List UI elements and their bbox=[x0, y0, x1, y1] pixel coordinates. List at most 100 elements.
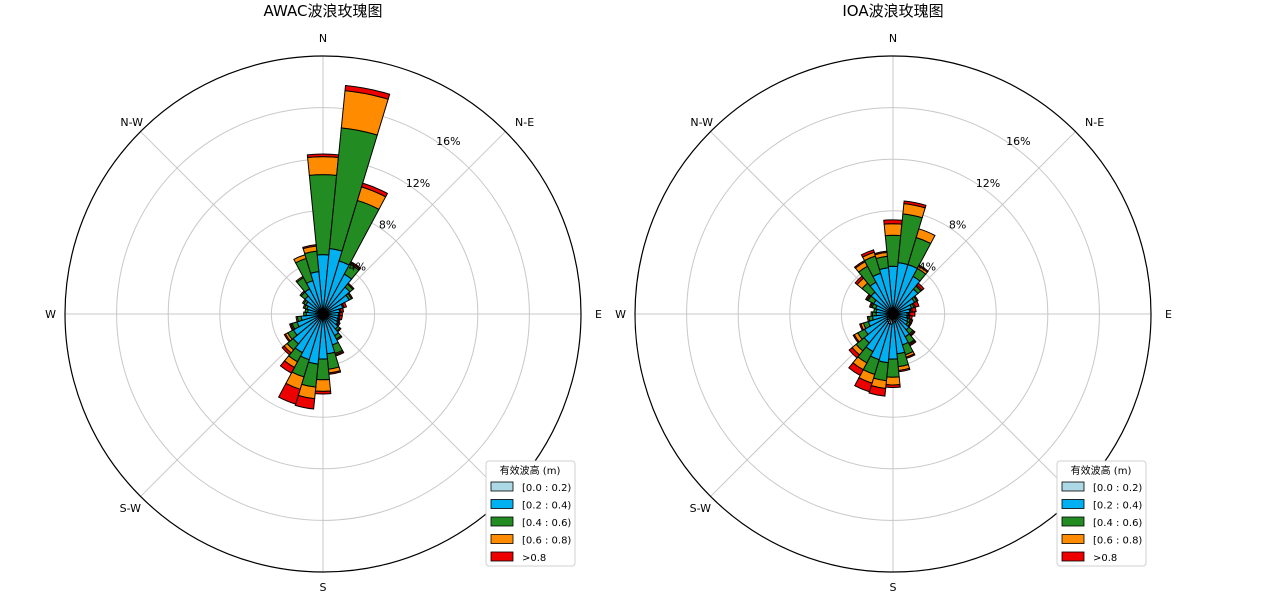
rose-bar-segment bbox=[883, 219, 903, 225]
radial-tick-label: 4% bbox=[349, 260, 366, 273]
legend-swatch bbox=[490, 481, 514, 492]
grid-spoke bbox=[892, 313, 1076, 497]
legend-item-label: >0.8 bbox=[522, 553, 546, 564]
compass-label: N-W bbox=[120, 116, 143, 129]
rose-bar-segment bbox=[912, 300, 920, 308]
rose-bar-segment bbox=[360, 182, 389, 198]
rose-bar-segment bbox=[294, 394, 316, 410]
rose-bar-segment bbox=[314, 390, 332, 395]
rose-bar-segment bbox=[289, 323, 295, 332]
legend-swatch bbox=[1061, 499, 1085, 509]
compass-label: S bbox=[890, 581, 897, 594]
rose-bar-segment bbox=[870, 311, 874, 317]
compass-label: S bbox=[320, 581, 327, 594]
rose-bar-segment bbox=[341, 301, 348, 309]
compass-label: S-W bbox=[120, 502, 142, 515]
rose-bar-segment bbox=[913, 295, 919, 302]
compass-label: W bbox=[615, 308, 626, 321]
legend-swatch bbox=[490, 534, 514, 544]
legend-item-label: [0.2 : 0.4) bbox=[522, 501, 571, 512]
rose-bar-segment bbox=[277, 382, 301, 405]
legend-item-label: [0.6 : 0.8) bbox=[1093, 536, 1142, 547]
rose-bar-segment bbox=[885, 376, 901, 386]
rose-bar-segment bbox=[344, 84, 391, 100]
legend-swatch bbox=[490, 551, 514, 562]
legend-item-label: [0.0 : 0.2) bbox=[522, 483, 571, 494]
rose-bars bbox=[848, 200, 936, 397]
rose-bar-segment bbox=[915, 228, 936, 245]
outer-ring bbox=[64, 55, 582, 573]
rose-bar-segment bbox=[302, 244, 317, 250]
rose-bar-segment bbox=[860, 249, 875, 258]
legend-swatch bbox=[490, 516, 514, 527]
rose-bar-segment bbox=[347, 292, 354, 300]
radial-tick-label: 16% bbox=[1006, 135, 1030, 148]
legend-item-label: [0.0 : 0.2) bbox=[1093, 483, 1142, 494]
outer-ring bbox=[634, 55, 1152, 573]
legend-item-label: [0.6 : 0.8) bbox=[522, 536, 571, 547]
compass-label: S-W bbox=[690, 502, 712, 515]
legend-item-label: [0.4 : 0.6) bbox=[1093, 518, 1142, 529]
compass-label: N bbox=[889, 32, 897, 45]
compass-label: N-W bbox=[690, 116, 713, 129]
legend-swatch bbox=[1061, 534, 1085, 544]
rose-bar-segment bbox=[903, 200, 927, 209]
legend-swatch bbox=[1061, 516, 1085, 527]
rose-bar-segment bbox=[852, 333, 860, 344]
rose-bar-segment bbox=[306, 153, 340, 158]
rose-bar-segment bbox=[874, 250, 888, 256]
radial-tick-label: 4% bbox=[919, 260, 936, 273]
grid-spoke bbox=[322, 313, 506, 497]
rose-bar-segment bbox=[859, 323, 865, 332]
rose-bar-segment bbox=[883, 223, 903, 237]
chart-title: IOA波浪玫瑰图 bbox=[842, 2, 943, 20]
grid-spoke bbox=[140, 131, 324, 315]
radial-tick-label: 12% bbox=[976, 177, 1000, 190]
rose-bar-segment bbox=[868, 384, 887, 397]
polar-grid bbox=[634, 55, 1152, 573]
axis-labels: 4% 8% 12% 16% N N-E E S S-W W N-W bbox=[45, 32, 602, 594]
rose-bar-segment bbox=[279, 360, 296, 374]
radial-tick-label: 12% bbox=[406, 177, 430, 190]
rose-bar-segment bbox=[909, 311, 916, 317]
rose-bar-segment bbox=[303, 311, 307, 317]
legend-item-label: >0.8 bbox=[1093, 553, 1117, 564]
rose-bar-segment bbox=[346, 282, 355, 291]
chart-title: AWAC波浪玫瑰图 bbox=[264, 2, 383, 20]
radial-tick-label: 8% bbox=[379, 219, 396, 232]
compass-label: E bbox=[1165, 308, 1172, 321]
rose-bar-segment bbox=[349, 260, 362, 270]
radial-tick-label: 8% bbox=[949, 219, 966, 232]
compass-label: N-E bbox=[1085, 116, 1104, 129]
compass-label: E bbox=[595, 308, 602, 321]
rose-bars bbox=[277, 84, 391, 410]
compass-label: N-E bbox=[515, 116, 534, 129]
rose-bar-segment bbox=[848, 362, 864, 377]
rose-bar-segment bbox=[854, 377, 873, 393]
compass-label: N bbox=[319, 32, 327, 45]
ioa-windrose-panel: IOA波浪玫瑰图 4% 8% 12% 16% N N-E E S S-W W N-W 有效波高 (m… bbox=[615, 2, 1172, 594]
rose-bar-segment bbox=[916, 282, 925, 291]
legend: 有效波高 (m) [0.0 : 0.2) [0.2 : 0.4) [0.4 : 0.6… bbox=[1056, 460, 1147, 567]
axis-labels: 4% 8% 12% 16% N N-E E S S-W W N-W bbox=[615, 32, 1172, 594]
legend-swatch bbox=[490, 499, 514, 509]
compass-label: W bbox=[45, 308, 56, 321]
radial-tick-label: 16% bbox=[436, 135, 460, 148]
awac-windrose-panel: AWAC波浪玫瑰图 4% 8% 12% 16% N N-E E S S-W W N-W 有效波高 (… bbox=[45, 2, 602, 594]
legend-item-label: [0.2 : 0.4) bbox=[1093, 501, 1142, 512]
rose-bar-segment bbox=[307, 156, 339, 176]
rose-bar-segment bbox=[917, 264, 929, 273]
legend-item-label: [0.4 : 0.6) bbox=[522, 518, 571, 529]
rose-bar-segment bbox=[314, 378, 332, 392]
legend: 有效波高 (m) [0.0 : 0.2) [0.2 : 0.4) [0.4 : 0.6… bbox=[485, 460, 576, 567]
rose-bar-segment bbox=[910, 306, 917, 313]
legend-swatch bbox=[1061, 481, 1085, 492]
grid-spoke bbox=[322, 131, 506, 315]
rose-bar-segment bbox=[339, 307, 345, 313]
rose-bar-segment bbox=[281, 345, 292, 356]
legend-title: 有效波高 (m) bbox=[500, 464, 561, 477]
rose-bar-segment bbox=[848, 346, 861, 359]
rose-bar-segment bbox=[295, 315, 299, 323]
legend-title: 有效波高 (m) bbox=[1071, 464, 1132, 477]
